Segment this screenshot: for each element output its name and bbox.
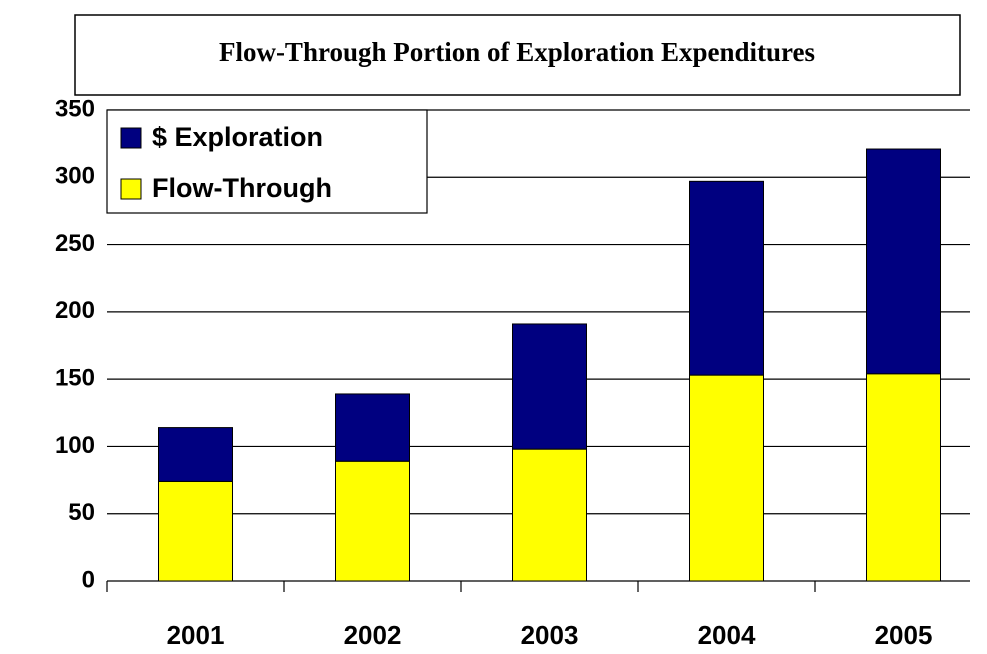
bar-segment — [512, 448, 587, 582]
x-tick-label: 2005 — [875, 620, 933, 650]
x-tick-label: 2001 — [167, 620, 225, 650]
legend-swatch — [120, 127, 142, 149]
bar-segment — [866, 373, 941, 582]
bar-segment — [512, 323, 587, 450]
bar-segment — [689, 374, 764, 582]
legend-box — [106, 109, 428, 214]
chart-title: Flow-Through Portion of Exploration Expe… — [219, 37, 815, 67]
x-tick-label: 2002 — [344, 620, 402, 650]
bar-segment — [866, 148, 941, 375]
bar-segment — [158, 427, 233, 482]
bar-segment — [335, 460, 410, 582]
title-box — [74, 14, 961, 96]
x-tick-label: 2003 — [521, 620, 579, 650]
legend-label: Flow-Through — [152, 173, 332, 203]
y-tick-label: 50 — [68, 499, 95, 526]
x-tick-label: 2004 — [698, 620, 756, 650]
legend-label: $ Exploration — [152, 122, 323, 152]
y-tick-label: 300 — [55, 163, 95, 190]
y-tick-label: 200 — [55, 297, 95, 324]
bar-segment — [335, 393, 410, 462]
y-tick-label: 100 — [55, 432, 95, 459]
y-tick-label: 0 — [82, 566, 95, 593]
y-tick-label: 150 — [55, 364, 95, 391]
y-tick-label: 350 — [55, 95, 95, 122]
legend-swatch — [120, 178, 142, 200]
bar-segment — [689, 180, 764, 376]
bar-segment — [158, 480, 233, 582]
y-tick-label: 250 — [55, 230, 95, 257]
